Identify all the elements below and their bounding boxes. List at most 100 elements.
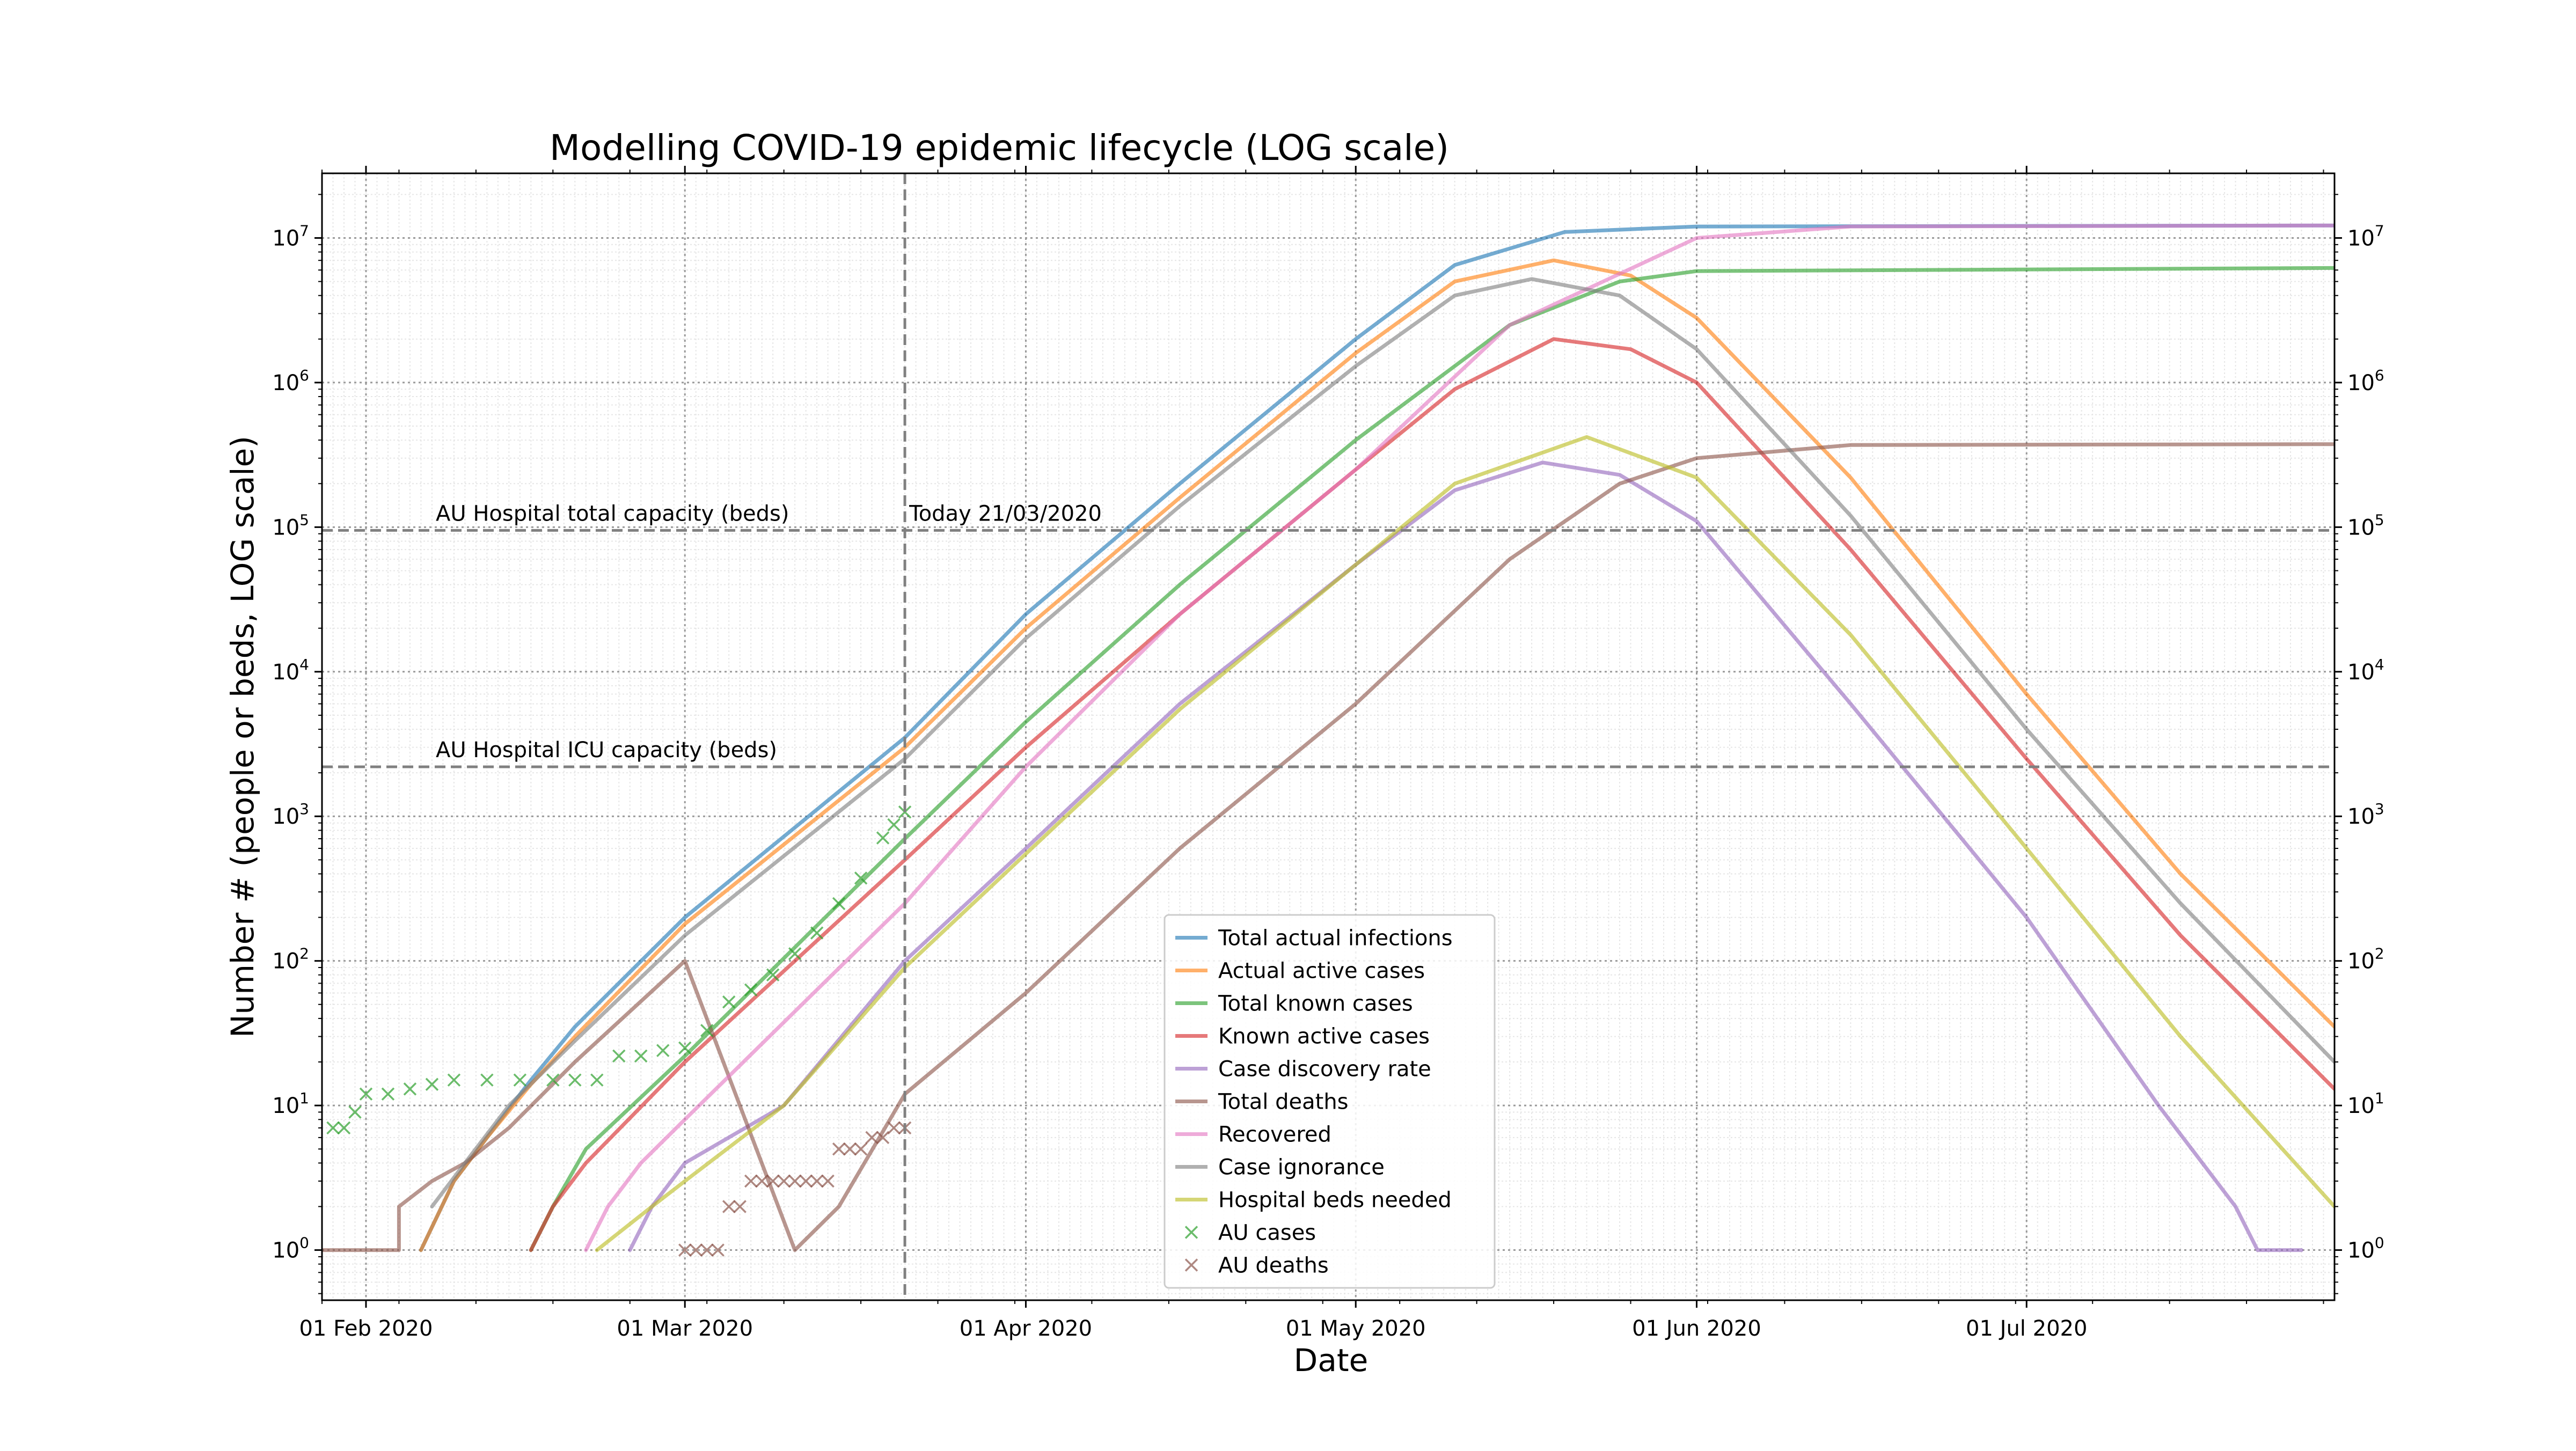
series-marker-9 [766,968,780,982]
series-marker-9 [832,897,846,911]
series-marker-9 [656,1044,670,1057]
y-tick-base: 10 [272,949,299,974]
reference-lines: AU Hospital total capacity (beds) AU Hosp… [322,173,2334,1300]
y-tick-label-left: 106 [272,367,309,395]
y-tick-exponent: 1 [299,1089,309,1107]
y-tick-base: 10 [2347,660,2375,685]
y-axis-label: Number # (people or beds, LOG scale) [224,436,261,1038]
y-tick-label-right: 101 [2347,1089,2384,1118]
series-line-8 [595,435,2334,1252]
series-marker-10 [876,1131,890,1145]
y-tick-exponent: 6 [299,367,309,384]
series-marker-10 [733,1200,747,1213]
series-marker-9 [678,1041,692,1055]
legend-label-5: Total deaths [1218,1090,1349,1115]
series-marker-9 [788,947,802,961]
y-tick-label-left: 103 [272,800,309,829]
y-tick-exponent: 4 [299,656,309,673]
y-tick-label-right: 104 [2347,656,2384,685]
reference-label-1: AU Hospital ICU capacity (beds) [436,738,777,763]
series-marker-10 [865,1131,879,1145]
legend-swatch-9 [1184,1226,1198,1239]
x-tick-label: 01 Apr 2020 [960,1316,1092,1341]
series-marker-9 [700,1024,714,1037]
series-marker-9 [513,1073,527,1087]
y-tick-exponent: 3 [299,800,309,818]
series-marker-9 [810,926,824,940]
y-tick-exponent: 2 [299,945,309,963]
series-marker-9 [612,1049,626,1063]
legend-label-0: Total actual infections [1218,926,1453,951]
x-tick-label: 01 Feb 2020 [299,1316,433,1341]
y-tick-exponent: 0 [2375,1234,2384,1252]
series-marker-10 [843,1142,857,1156]
series-marker-10 [755,1174,769,1188]
y-tick-base: 10 [272,804,299,829]
legend-label-7: Case ignorance [1218,1155,1385,1180]
y-tick-exponent: 7 [2375,222,2384,239]
y-tick-label-left: 105 [272,511,309,540]
legend-label-9: AU cases [1218,1221,1316,1245]
y-tick-exponent: 3 [2375,800,2384,818]
y-tick-label-left: 102 [272,945,309,974]
series-marker-9 [887,818,901,832]
series-marker-10 [821,1174,835,1188]
series-marker-10 [689,1243,702,1257]
series-marker-9 [337,1121,351,1135]
series-marker-10 [777,1174,791,1188]
series-marker-10 [700,1243,714,1257]
legend-label-3: Known active cases [1218,1024,1430,1049]
axes: 01 Feb 2020 01 Mar 2020 01 Apr 2020 01 May … [272,166,2384,1341]
series-marker-9 [876,831,890,845]
legend-label-1: Actual active cases [1218,959,1425,984]
y-tick-exponent: 6 [2375,367,2384,384]
x-tick-label: 01 Jun 2020 [1632,1316,1761,1341]
series-marker-10 [854,1142,868,1156]
series-marker-10 [799,1174,813,1188]
y-tick-base: 10 [2347,1094,2375,1118]
legend-label-6: Recovered [1218,1123,1331,1147]
legend-label-8: Hospital beds needed [1218,1188,1452,1213]
series-marker-9 [381,1087,395,1101]
y-tick-label-left: 104 [272,656,309,685]
series-line-3 [529,337,2334,1252]
series-marker-9 [546,1073,560,1087]
legend-label-2: Total known cases [1218,992,1413,1016]
series-line-6 [584,223,2334,1252]
y-tick-label-left: 101 [272,1089,309,1118]
series-layer [322,223,2334,1257]
x-tick-label: 01 Jul 2020 [1966,1316,2087,1341]
series-marker-10 [788,1174,802,1188]
y-tick-base: 10 [2347,226,2375,251]
legend-swatch-10 [1184,1258,1198,1272]
series-marker-9 [722,995,736,1009]
series-marker-9 [425,1078,439,1091]
series-marker-9 [480,1073,494,1087]
series-marker-9 [568,1073,582,1087]
series-line-2 [529,266,2334,1252]
y-tick-base: 10 [272,1094,299,1118]
y-tick-base: 10 [2347,949,2375,974]
y-tick-base: 10 [272,515,299,540]
y-tick-label-right: 106 [2347,367,2384,395]
series-marker-9 [590,1073,604,1087]
series-marker-10 [722,1200,736,1213]
y-tick-base: 10 [2347,1239,2375,1263]
plot-frame [321,172,2336,1301]
legend-box [1163,914,1496,1289]
series-marker-9 [326,1121,340,1135]
y-tick-base: 10 [272,1239,299,1263]
series-marker-10 [744,1174,758,1188]
series-marker-10 [711,1243,724,1257]
legend: Total actual infections Actual active cas… [1163,914,1496,1289]
y-tick-exponent: 5 [2375,511,2384,529]
reference-label-2: Today 21/03/2020 [909,501,1102,526]
y-tick-label-right: 103 [2347,800,2384,829]
series-marker-9 [348,1105,362,1119]
series-marker-9 [359,1087,373,1101]
x-tick-label: 01 Mar 2020 [617,1316,753,1341]
x-axis-label: Date [1294,1342,1368,1379]
y-tick-label-left: 100 [272,1234,309,1263]
y-tick-label-right: 105 [2347,511,2384,540]
y-tick-label-right: 102 [2347,945,2384,974]
